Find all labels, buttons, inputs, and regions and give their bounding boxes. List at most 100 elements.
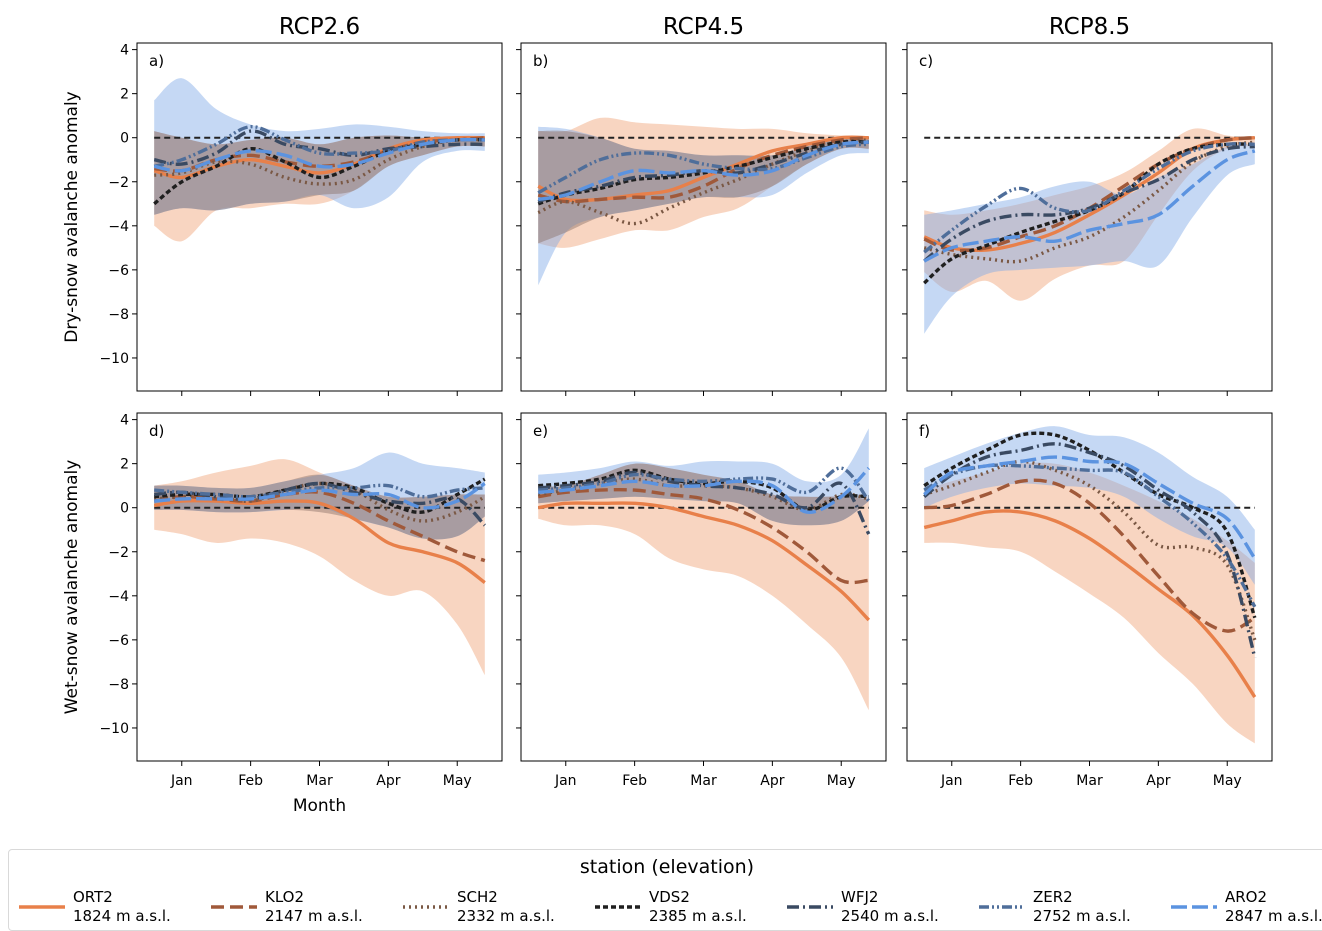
y-tick-label: −6	[108, 263, 129, 279]
series-line-ort2	[537, 135, 869, 203]
y-tick-label: 4	[120, 413, 129, 429]
legend-station-elevation: 2332 m a.s.l.	[457, 907, 555, 925]
series-line-aro2	[153, 137, 485, 173]
series-line-sch2	[537, 138, 869, 226]
legend-station-elevation: 2540 m a.s.l.	[841, 907, 939, 925]
series-line-aro2	[923, 455, 1257, 560]
series-line-wfj2	[153, 129, 485, 166]
legend-swatch	[211, 905, 257, 909]
panel-b: b)	[516, 42, 887, 396]
y-tick-label: −8	[108, 677, 129, 693]
panel-a: a) 4 2 0 −2 −4 −6 −8 −10	[99, 42, 503, 396]
series-line-klo2	[924, 478, 1256, 633]
series-line-ort2	[153, 498, 486, 584]
column-title-1: RCP4.5	[663, 14, 744, 40]
x-tick-label: Jan	[940, 773, 963, 789]
panel-label: b)	[533, 52, 548, 70]
column-title-0: RCP2.6	[279, 14, 360, 40]
series-line-sch2	[923, 459, 1257, 641]
x-tick-label: Feb	[238, 773, 263, 789]
uncertainty-band	[154, 78, 485, 215]
legend-swatch	[403, 905, 449, 909]
series-line-zer2	[154, 483, 485, 499]
panel-label: e)	[533, 422, 548, 440]
series-line-ort2	[537, 501, 871, 622]
legend-station-name: SCH2	[457, 888, 498, 906]
panel-f: f) Jan Feb Mar Apr May	[902, 412, 1273, 789]
series-line-zer2	[538, 466, 871, 503]
series-line-vds2	[538, 468, 869, 512]
legend-swatch	[595, 905, 641, 909]
y-tick-label: 0	[120, 131, 129, 147]
legend: station (elevation) ORT2 1824 m a.s.l. KLO…	[8, 849, 1322, 931]
series-line-klo2	[537, 487, 869, 585]
series-line-sch2	[154, 481, 486, 523]
series-line-wfj2	[923, 144, 1255, 263]
y-tick-label: 0	[120, 501, 129, 517]
series-line-zer2	[923, 463, 1257, 608]
legend-station-elevation: 2752 m a.s.l.	[1033, 907, 1131, 925]
x-tick-label: Jan	[170, 773, 193, 789]
x-tick-label: Apr	[1146, 773, 1170, 789]
figure: RCP2.6 RCP4.5 RCP8.5 a) 4 2 0 −2 −4 −6 −8 −10 b) c) d…	[62, 14, 1273, 816]
y-tick-label: 4	[120, 43, 129, 59]
y-tick-label: −10	[99, 351, 129, 367]
y-tick-label: −8	[108, 307, 129, 323]
legend-station-name: KLO2	[265, 888, 305, 906]
y-tick-label: −4	[108, 219, 129, 235]
series-line-aro2	[923, 149, 1256, 263]
y-tick-label: −2	[108, 545, 129, 561]
series-line-aro2	[154, 482, 486, 510]
x-axis-label: Month	[293, 796, 346, 816]
panel-c: c)	[902, 42, 1273, 396]
column-title-2: RCP8.5	[1049, 14, 1130, 40]
x-tick-label: Jan	[554, 773, 577, 789]
x-tick-label: Apr	[376, 773, 400, 789]
legend-station-elevation: 2385 m a.s.l.	[649, 907, 747, 925]
legend-station-name: ZER2	[1033, 888, 1073, 906]
panel-label: a)	[149, 52, 164, 70]
x-tick-label: Apr	[760, 773, 784, 789]
legend-station-name: VDS2	[649, 888, 690, 906]
y-tick-label: −6	[108, 633, 129, 649]
panel-d: d) 4 2 0 −2 −4 −6 −8 −10 Jan Feb Mar Apr May	[99, 412, 503, 789]
series-line-klo2	[153, 490, 486, 563]
series-line-ort2	[923, 509, 1257, 699]
series-line-ort2	[153, 135, 485, 180]
y-tick-label: 2	[120, 87, 129, 103]
uncertainty-band	[924, 144, 1255, 334]
y-tick-label: −2	[108, 175, 129, 191]
legend-swatch	[19, 905, 65, 909]
uncertainty-band	[154, 459, 485, 676]
uncertainty-band	[924, 462, 1255, 744]
y-tick-label: −4	[108, 589, 129, 605]
series-line-wfj2	[923, 442, 1257, 658]
legend-swatch	[787, 905, 833, 909]
x-tick-label: May	[827, 773, 856, 789]
series-line-vds2	[537, 139, 869, 206]
legend-station-elevation: 2847 m a.s.l.	[1225, 907, 1322, 925]
x-tick-label: Feb	[1008, 773, 1033, 789]
series-line-wfj2	[537, 140, 869, 204]
y-tick-label: 2	[120, 457, 129, 473]
legend-station-elevation: 1824 m a.s.l.	[73, 907, 171, 925]
legend-swatch	[979, 905, 1025, 909]
y-axis-label-0: Dry-snow avalanche anomaly	[62, 91, 82, 342]
x-tick-label: Mar	[1076, 773, 1103, 789]
legend-station-name: ORT2	[73, 888, 113, 906]
legend-swatch	[1171, 905, 1217, 909]
panel-label: c)	[919, 52, 933, 70]
series-line-zer2	[537, 142, 869, 195]
legend-station-elevation: 2147 m a.s.l.	[265, 907, 363, 925]
x-tick-label: May	[443, 773, 472, 789]
uncertainty-band	[538, 463, 869, 711]
legend-title: station (elevation)	[579, 856, 755, 878]
uncertainty-band	[154, 131, 485, 242]
x-tick-label: Feb	[622, 773, 647, 789]
x-tick-label: May	[1213, 773, 1242, 789]
series-line-aro2	[538, 466, 871, 514]
series-line-wfj2	[538, 470, 871, 535]
series-line-aro2	[537, 140, 869, 202]
y-axis-label-1: Wet-snow avalanche anomaly	[62, 460, 82, 715]
series-line-klo2	[537, 136, 869, 204]
